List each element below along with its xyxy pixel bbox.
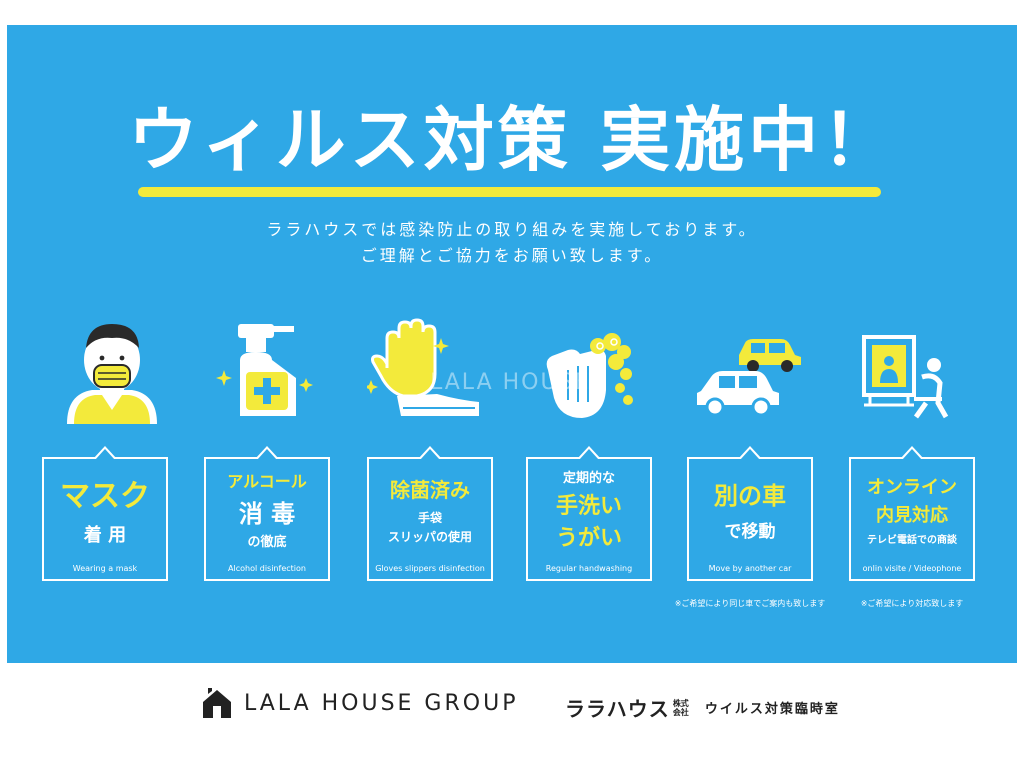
online-note: ※ご希望により対応致します — [860, 599, 964, 608]
company-suffix: 株式会社 — [672, 698, 689, 717]
measure-english: Regular handwashing — [545, 564, 633, 573]
measure-title: マスク — [60, 479, 150, 514]
company-name: ララハウス — [565, 697, 670, 721]
masked-person-icon — [67, 324, 157, 424]
measure-title: 別の車 — [714, 482, 786, 510]
measure-detail: うがい — [555, 525, 622, 551]
cars-icon — [697, 339, 801, 415]
group-logo: LALA HOUSE GROUP — [200, 686, 518, 720]
poster-title: ウィルス対策 実施中！ — [127, 99, 897, 181]
measure-subtitle: 着 用 — [83, 525, 127, 546]
measure-online: オンライン 内見対応 テレビ電話での商談 onlin visite / Vide… — [849, 446, 975, 581]
company-signature: ララハウス 株式会社 ウイルス対策臨時室 — [565, 693, 840, 722]
measure-title: 除菌済み — [390, 477, 470, 502]
measure-english: Move by another car — [708, 564, 792, 573]
measure-subtitle: で移動 — [724, 522, 776, 542]
measure-detail: スリッパの使用 — [387, 529, 472, 544]
measure-subtitle: 消 毒 — [238, 500, 296, 528]
measure-subtitle: 手洗い — [555, 493, 622, 519]
watermark: LALA HOUSE — [430, 370, 591, 395]
title-underline — [138, 187, 881, 197]
office-name: ウイルス対策臨時室 — [704, 702, 840, 717]
measure-gloves: 除菌済み 手袋 スリッパの使用 Gloves slippers disinfec… — [367, 446, 493, 581]
measure-mask: マスク 着 用 Wearing a mask — [42, 446, 168, 581]
subtitle-line-1: ララハウスでは感染防止の取り組みを実施しております。 — [266, 220, 758, 239]
measure-alcohol: アルコール 消 毒 の徹底 Alcohol disinfection — [204, 446, 330, 581]
spray-bottle-icon — [216, 324, 313, 416]
measure-title: アルコール — [227, 472, 307, 491]
handwashing-icon — [546, 333, 633, 418]
measure-english: Gloves slippers disinfection — [375, 564, 485, 573]
glove-slipper-icon — [367, 318, 479, 416]
measure-subtitle: 手袋 — [417, 510, 442, 525]
car-note: ※ご希望により同じ車でご案内も致します — [674, 599, 826, 608]
video-call-icon — [862, 335, 949, 419]
measure-title: 定期的な — [562, 470, 615, 486]
measure-detail: テレビ電話での商談 — [867, 534, 957, 546]
measure-subtitle: 内見対応 — [876, 504, 948, 526]
measure-english: Wearing a mask — [72, 564, 138, 573]
measure-separate-car: 別の車 で移動 Move by another car — [687, 446, 813, 581]
poster-panel — [7, 25, 1017, 663]
measure-title: オンライン — [867, 476, 957, 498]
subtitle-line-2: ご理解とご協力をお願い致します。 — [360, 246, 664, 265]
measure-detail: の徹底 — [247, 535, 287, 550]
group-name: LALA HOUSE GROUP — [244, 690, 519, 716]
house-icon — [203, 688, 231, 718]
measure-english: Alcohol disinfection — [228, 564, 306, 573]
measure-handwashing: 定期的な 手洗い うがい Regular handwashing — [526, 446, 652, 581]
measure-english: onlin visite / Videophone — [862, 564, 962, 573]
